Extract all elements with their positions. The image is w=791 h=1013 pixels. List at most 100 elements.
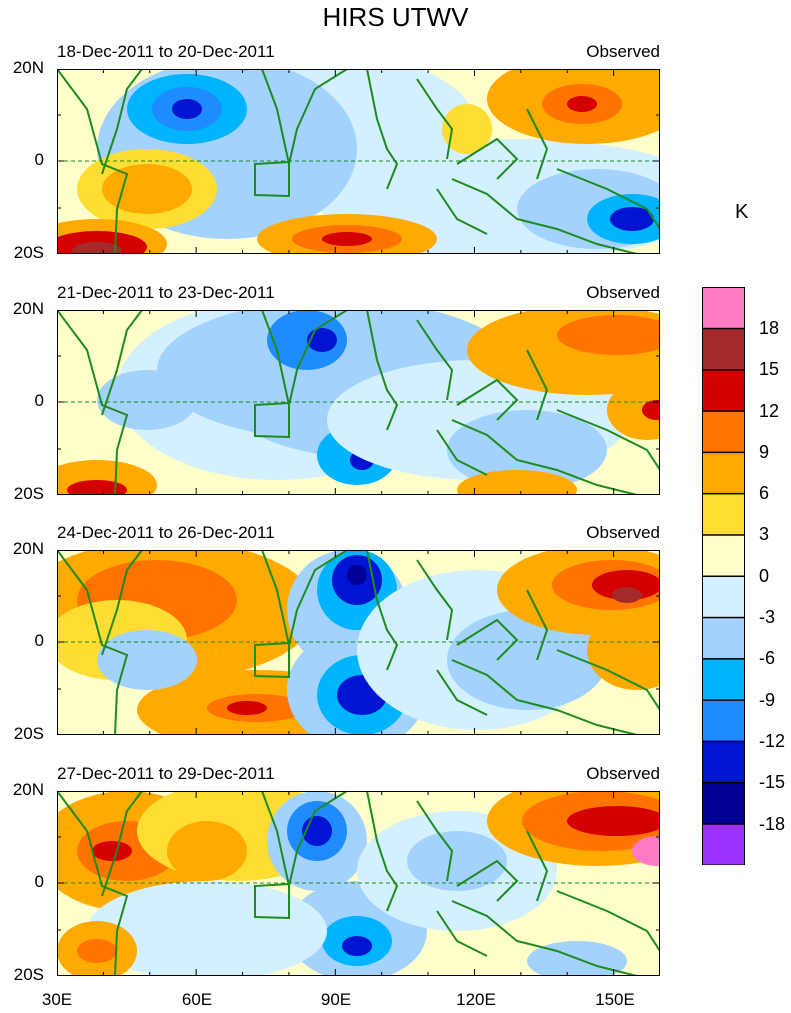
contour-region (567, 96, 597, 112)
panel-label: Observed (586, 42, 660, 61)
coastline (101, 791, 143, 897)
coastline (436, 429, 488, 476)
lat-label-20s: 20S (13, 724, 44, 743)
contour-region (592, 570, 660, 600)
lat-label-20s: 20S (13, 484, 44, 503)
colorbar-box (702, 369, 745, 412)
figure-title: HIRS UTWV (322, 2, 469, 32)
coastline (556, 168, 660, 230)
lat-label-0: 0 (34, 150, 44, 169)
coastline (556, 649, 660, 711)
contour-region (447, 610, 607, 710)
coastline (526, 589, 549, 661)
coastline (526, 830, 549, 902)
lat-label-0: 0 (34, 631, 44, 650)
lat-label-20n: 20N (12, 539, 44, 558)
colorbar-box (702, 452, 745, 494)
coastline (366, 310, 399, 431)
colorbar-label: 18 (759, 318, 780, 338)
panel-date: 18-Dec-2011 to 20-Dec-2011 (57, 42, 275, 61)
region-box (254, 401, 290, 439)
contour-region (227, 701, 267, 715)
contour-region (610, 207, 654, 231)
contour-region (72, 242, 122, 254)
lon-label-150e: 150E (595, 990, 635, 1009)
map-panel-1: 18-Dec-2011 to 20-Dec-2011 Observed (57, 42, 660, 254)
coastline (416, 78, 454, 160)
region-box (254, 882, 290, 920)
lon-label-30e: 30E (41, 990, 73, 1009)
coastline (451, 178, 638, 254)
coastline (456, 859, 519, 902)
lat-label-0: 0 (34, 391, 44, 410)
map-panel-4: 27-Dec-2011 to 29-Dec-2011 Observed (57, 764, 660, 976)
coastline (436, 910, 488, 957)
coastline (416, 319, 454, 401)
coastline (101, 69, 143, 175)
panel-date: 27-Dec-2011 to 29-Dec-2011 (57, 764, 275, 783)
map-panel-2: 21-Dec-2011 to 23-Dec-2011 Observed (57, 283, 660, 495)
anomaly-map (57, 310, 660, 495)
contour-region (642, 400, 660, 420)
coastline (436, 669, 488, 716)
contour-region (77, 939, 117, 963)
anomaly-map (57, 69, 660, 254)
coastline (451, 900, 638, 976)
coastline (366, 791, 399, 912)
colorbar-box (702, 287, 745, 329)
coastline (456, 137, 519, 180)
contour-region (407, 831, 507, 891)
lon-label-90e: 90E (320, 990, 352, 1009)
lat-label-20n: 20N (12, 58, 44, 77)
colorbar-label: -18 (759, 814, 786, 834)
region-box (254, 160, 290, 198)
contour-region (442, 104, 492, 154)
contour-region (557, 315, 660, 355)
coastline (261, 69, 348, 165)
coastline (57, 310, 129, 495)
contour-region (97, 370, 197, 430)
unit-label: K (735, 201, 749, 223)
coastline (366, 69, 399, 190)
coastline (436, 188, 488, 235)
contour-region (87, 881, 327, 976)
coastline (456, 378, 519, 421)
colorbar-label: -3 (759, 607, 776, 627)
lon-label-120e: 120E (456, 990, 496, 1009)
colorbar-label: 9 (759, 442, 770, 462)
colorbar-label: 15 (759, 359, 780, 379)
colorbar-box (702, 576, 745, 618)
colorbar-box (702, 534, 745, 577)
coastline (416, 559, 454, 641)
map-panel-3: 24-Dec-2011 to 26-Dec-2011 Observed (57, 523, 660, 735)
colorbar-box (702, 410, 745, 453)
colorbar-label: -9 (759, 690, 776, 710)
contour-region (92, 841, 132, 861)
colorbar-label: -6 (759, 648, 776, 668)
contour-region (347, 565, 367, 585)
coastline (261, 310, 348, 406)
colorbar-box (702, 617, 745, 660)
anomaly-map (57, 791, 660, 976)
contour-region (67, 480, 127, 495)
coastline (526, 108, 549, 180)
colorbar-box (702, 699, 745, 742)
colorbar-label: -12 (759, 731, 786, 751)
coastline (261, 791, 348, 887)
contour-region (342, 936, 372, 956)
colorbar-box (702, 328, 745, 371)
colorbar-box (702, 493, 745, 536)
contour-region (457, 470, 577, 495)
contour-region (607, 380, 660, 440)
colorbar-label: 12 (759, 401, 780, 421)
contour-region (612, 587, 642, 603)
contour-region (322, 232, 372, 246)
panel-label: Observed (586, 764, 660, 783)
coastline (101, 310, 143, 416)
coastline (101, 550, 143, 656)
coastline (526, 349, 549, 421)
contour-region (567, 806, 660, 836)
contour-region (97, 630, 197, 690)
contour-region (632, 836, 660, 866)
region-box (254, 641, 290, 679)
